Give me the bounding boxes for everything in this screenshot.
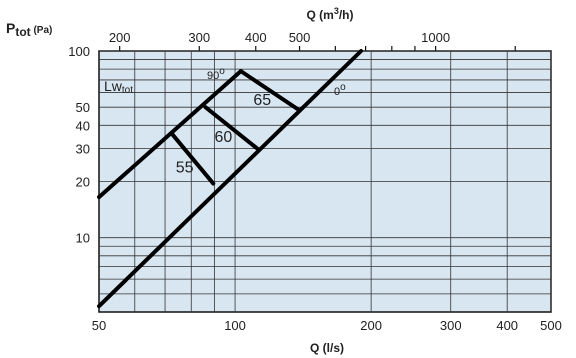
x2-tick-label: 500 (289, 30, 311, 45)
lw-label-sub: tot (122, 85, 133, 96)
angle-90-degree: o (219, 66, 225, 77)
x-tick-label: 100 (224, 318, 246, 333)
y-tick-label: 50 (76, 100, 90, 115)
y-tick-label: 30 (76, 142, 90, 157)
angle-0-value: 0 (334, 86, 340, 98)
x2-axis-title-suffix: /h) (339, 8, 354, 22)
iso-line-55 (169, 131, 216, 186)
y-tick-label: 40 (76, 118, 90, 133)
y-axis-title-unit: (Pa) (31, 25, 53, 36)
iso-label-55: 55 (176, 160, 194, 177)
y-axis-title: Ptot (Pa) (6, 20, 52, 39)
x-tick-label: 300 (440, 318, 462, 333)
y-tick-label: 20 (76, 175, 90, 190)
y-tick-label: 10 (76, 231, 90, 246)
iso-label-60: 60 (214, 129, 232, 146)
x-tick-labels: 50 100 200 300 400 500 (92, 318, 562, 333)
lw-label-main: Lw (104, 78, 123, 94)
series-line-1 (97, 49, 364, 309)
x2-tick-labels: 200 300 400 500 1000 (109, 30, 450, 45)
series-line-0 (97, 69, 243, 200)
x2-tick-label: 300 (188, 30, 210, 45)
y-axis-title-main: P (6, 20, 15, 36)
x2-axis-title: Q (m3/h) (306, 6, 353, 22)
x2-axis-title-sup: 3 (334, 6, 339, 16)
y-tick-label: 100 (68, 44, 90, 59)
iso-line-65 (238, 69, 302, 113)
series-lines (97, 49, 364, 309)
x2-axis-title-prefix: Q (m (306, 8, 333, 22)
angle-label-0: 0o (334, 82, 346, 98)
x2-tick-label: 1000 (421, 30, 450, 45)
angle-label-90: 90o (207, 66, 225, 82)
y-tick-labels: 10 20 30 40 50 100 (68, 44, 90, 246)
x-tick-label: 50 (92, 318, 106, 333)
iso-lines: 55 60 65 (169, 69, 302, 186)
iso-line-60 (203, 105, 260, 151)
y-axis-title-sub: tot (15, 25, 30, 39)
angle-0-degree: o (340, 82, 346, 93)
iso-label-65: 65 (253, 92, 271, 109)
x2-tick-label: 400 (245, 30, 267, 45)
x-tick-label: 500 (540, 318, 562, 333)
x-axis-title: Q (l/s) (310, 341, 344, 355)
angle-90-value: 90 (207, 70, 219, 82)
lw-total-label: Lwtot (104, 78, 133, 96)
x2-tick-label: 200 (109, 30, 131, 45)
x-tick-label: 200 (360, 318, 382, 333)
x-tick-label: 400 (496, 318, 518, 333)
